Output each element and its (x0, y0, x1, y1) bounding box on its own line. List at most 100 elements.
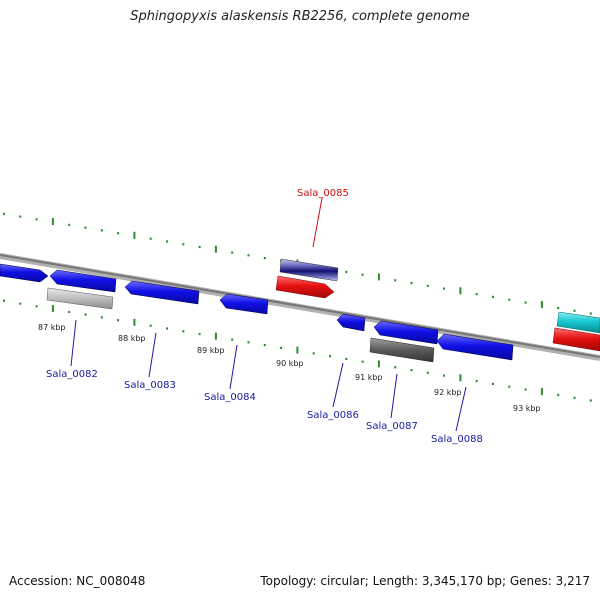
minor-tick (312, 352, 315, 355)
minor-tick (589, 399, 592, 402)
minor-tick (280, 346, 283, 349)
major-tick (540, 301, 543, 309)
minor-tick (394, 366, 397, 369)
minor-tick (475, 293, 478, 296)
accession-text: Accession: NC_008048 (9, 574, 146, 588)
gene-arrow[interactable] (552, 327, 600, 352)
minor-tick (345, 357, 348, 361)
minor-tick (589, 312, 592, 315)
minor-tick (492, 295, 494, 298)
minor-tick (117, 319, 120, 322)
scale-label: 89 kbp (197, 346, 225, 355)
minor-tick (35, 305, 38, 308)
scale-label: 93 kbp (513, 404, 541, 413)
gene-label[interactable]: Sala_0083 (124, 380, 176, 391)
gene-arrow[interactable] (0, 263, 49, 283)
major-tick (377, 273, 380, 281)
genome-backbone-core (0, 254, 600, 358)
genome-stats-text: Topology: circular; Length: 3,345,170 bp… (260, 574, 590, 588)
major-tick (214, 245, 217, 253)
minor-tick (100, 316, 103, 319)
minor-tick (426, 284, 429, 287)
minor-tick (263, 344, 266, 347)
minor-tick (68, 310, 71, 313)
leader-line (70, 319, 77, 367)
gene-arrow[interactable] (369, 337, 435, 363)
major-tick (133, 231, 136, 239)
minor-tick (573, 309, 576, 312)
major-tick (540, 388, 543, 396)
major-tick (296, 346, 299, 354)
minor-tick (19, 302, 22, 305)
major-tick (51, 218, 54, 225)
minor-tick (492, 382, 494, 385)
minor-tick (329, 355, 331, 358)
major-tick (214, 332, 217, 340)
minor-tick (149, 237, 152, 240)
minor-tick (426, 371, 429, 374)
minor-tick (198, 332, 201, 336)
gene-arrow[interactable] (219, 293, 269, 315)
major-tick (133, 318, 136, 326)
leader-line (390, 373, 398, 419)
minor-tick (394, 279, 397, 282)
gene-arrow[interactable] (556, 311, 600, 334)
minor-tick (35, 218, 38, 221)
minor-tick (443, 374, 446, 377)
gene-arrow[interactable] (275, 275, 335, 299)
minor-tick (182, 243, 185, 246)
gene-arrow[interactable] (373, 320, 439, 345)
major-tick (51, 305, 54, 312)
minor-tick (19, 215, 22, 218)
minor-tick (117, 232, 120, 235)
minor-tick (410, 282, 413, 285)
scale-label: 90 kbp (276, 359, 304, 368)
lower-tick-row (3, 299, 592, 402)
gene-label[interactable]: Sala_0085 (297, 188, 349, 199)
minor-tick (231, 251, 234, 254)
gene-arrow[interactable] (124, 280, 200, 305)
minor-tick (361, 360, 364, 363)
gene-arrow[interactable] (336, 313, 366, 332)
scale-labels: 87 kbp 88 kbp 89 kbp 90 kbp 91 kbp 92 kb… (38, 323, 541, 413)
gene-label[interactable]: Sala_0086 (307, 410, 359, 421)
gene-arrow[interactable] (279, 258, 339, 282)
upper-tick-row (3, 212, 592, 315)
minor-tick (508, 298, 511, 301)
scale-label: 91 kbp (355, 373, 383, 382)
minor-tick (508, 385, 511, 388)
minor-tick (231, 338, 234, 341)
minor-tick (263, 257, 266, 260)
gene-arrow[interactable] (436, 333, 514, 361)
minor-tick (166, 240, 168, 243)
gene-arrow[interactable] (49, 269, 117, 293)
gene-label[interactable]: Sala_0084 (204, 392, 256, 403)
scale-label: 92 kbp (434, 388, 462, 397)
major-tick (459, 374, 462, 382)
minor-tick (84, 226, 87, 229)
minor-tick (573, 396, 576, 399)
map-title: Sphingopyxis alaskensis RB2256, complete… (130, 9, 470, 24)
leader-line (312, 197, 323, 248)
minor-tick (557, 306, 560, 310)
minor-tick (182, 330, 185, 333)
gene-label[interactable]: Sala_0082 (46, 369, 98, 380)
minor-tick (3, 299, 5, 302)
gene-labels: Sala_0082 Sala_0083 Sala_0084 Sala_0085 … (46, 188, 483, 445)
scale-label: 87 kbp (38, 323, 66, 332)
minor-tick (100, 229, 103, 232)
scale-label: 88 kbp (118, 334, 146, 343)
minor-tick (443, 287, 446, 290)
reverse-strand-genes (0, 263, 514, 363)
gene-label[interactable]: Sala_0088 (431, 434, 483, 445)
minor-tick (84, 313, 87, 316)
forward-strand-genes (275, 258, 600, 352)
gene-arrow[interactable] (46, 287, 114, 310)
label-leaders (70, 197, 467, 432)
minor-tick (149, 324, 152, 327)
major-tick (459, 287, 462, 295)
gene-label[interactable]: Sala_0087 (366, 421, 418, 432)
minor-tick (345, 270, 348, 274)
leader-line (148, 332, 157, 378)
